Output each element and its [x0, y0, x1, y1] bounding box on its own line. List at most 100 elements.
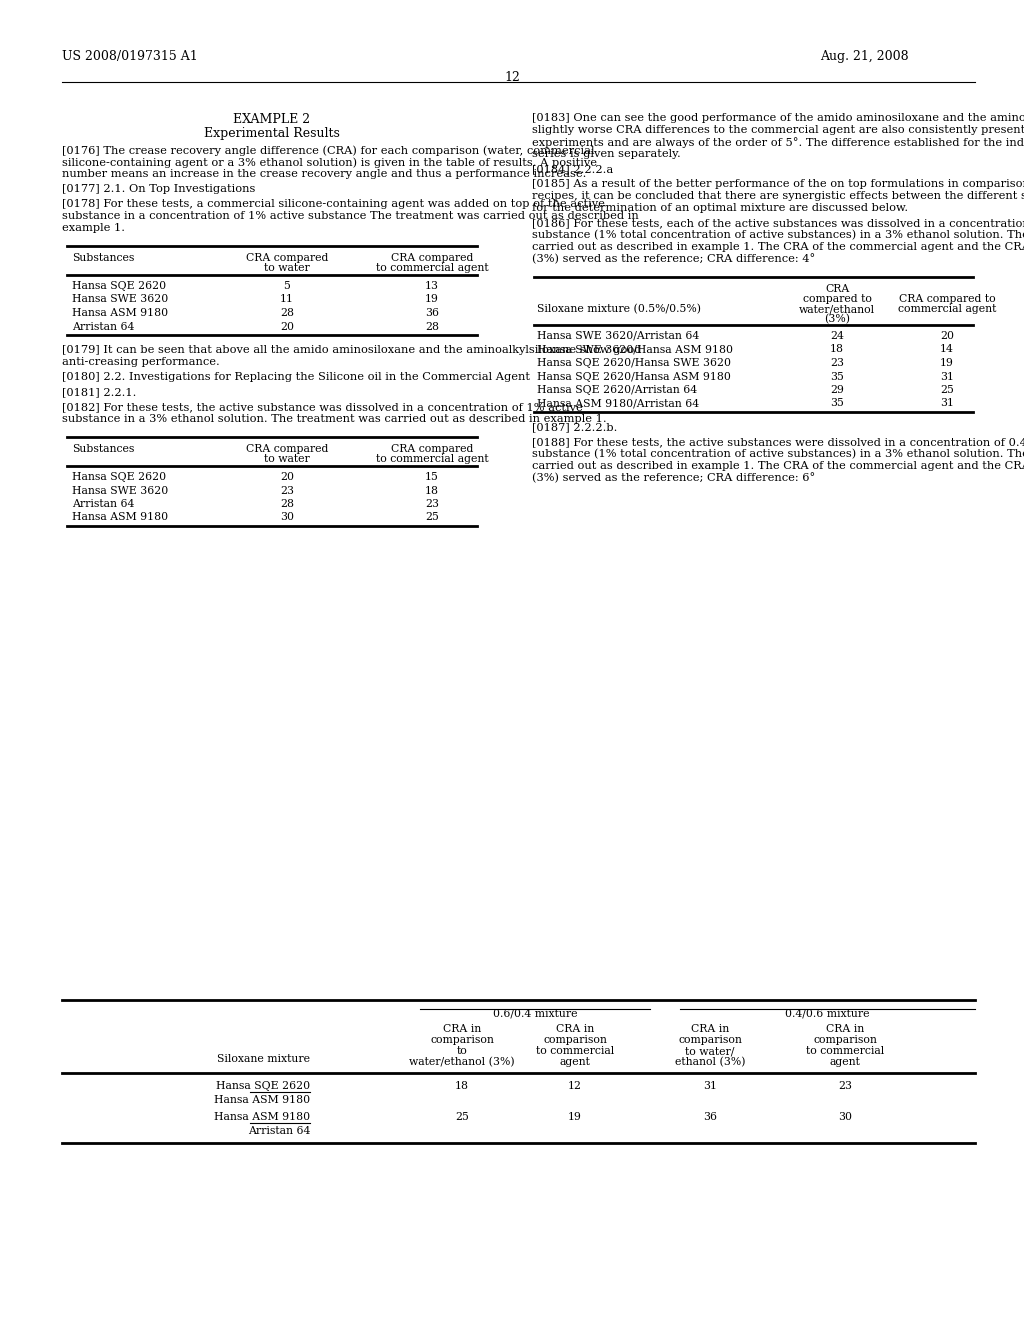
Text: 28: 28 [425, 322, 439, 331]
Text: CRA compared to: CRA compared to [899, 294, 995, 304]
Text: [0184] 2.2.2.a: [0184] 2.2.2.a [532, 164, 613, 174]
Text: 23: 23 [830, 358, 844, 368]
Text: [0188] For these tests, the active substances were dissolved in a concentration : [0188] For these tests, the active subst… [532, 437, 1024, 447]
Text: experiments and are always of the order of 5°. The difference established for th: experiments and are always of the order … [532, 137, 1024, 148]
Text: CRA in: CRA in [826, 1024, 864, 1034]
Text: example 1.: example 1. [62, 223, 125, 234]
Text: 18: 18 [830, 345, 844, 355]
Text: US 2008/0197315 A1: US 2008/0197315 A1 [62, 50, 198, 63]
Text: 30: 30 [838, 1111, 852, 1122]
Text: 11: 11 [280, 294, 294, 305]
Text: compared to: compared to [803, 294, 871, 304]
Text: 31: 31 [940, 399, 954, 408]
Text: 31: 31 [703, 1081, 717, 1092]
Text: (3%) served as the reference; CRA difference: 6°: (3%) served as the reference; CRA differ… [532, 473, 815, 483]
Text: 29: 29 [830, 385, 844, 395]
Text: to water: to water [264, 263, 310, 273]
Text: 20: 20 [280, 473, 294, 482]
Text: agent: agent [829, 1057, 860, 1067]
Text: 31: 31 [940, 371, 954, 381]
Text: [0176] The crease recovery angle difference (CRA) for each comparison (water, co: [0176] The crease recovery angle differe… [62, 145, 595, 156]
Text: substance (1% total concentration of active substances) in a 3% ethanol solution: substance (1% total concentration of act… [532, 230, 1024, 240]
Text: Hansa SQE 2620: Hansa SQE 2620 [72, 473, 166, 482]
Text: 25: 25 [455, 1111, 469, 1122]
Text: [0182] For these tests, the active substance was dissolved in a concentration of: [0182] For these tests, the active subst… [62, 403, 583, 412]
Text: Hansa ASM 9180: Hansa ASM 9180 [72, 512, 168, 523]
Text: Hansa SQE 2620/Hansa SWE 3620: Hansa SQE 2620/Hansa SWE 3620 [537, 358, 731, 368]
Text: 23: 23 [280, 486, 294, 495]
Text: 18: 18 [425, 486, 439, 495]
Text: EXAMPLE 2: EXAMPLE 2 [233, 114, 310, 125]
Text: 12: 12 [568, 1081, 582, 1092]
Text: Aug. 21, 2008: Aug. 21, 2008 [820, 50, 908, 63]
Text: Substances: Substances [72, 253, 134, 263]
Text: Arristan 64: Arristan 64 [248, 1126, 310, 1137]
Text: 0.4/0.6 mixture: 0.4/0.6 mixture [785, 1008, 869, 1018]
Text: (3%) served as the reference; CRA difference: 4°: (3%) served as the reference; CRA differ… [532, 253, 815, 264]
Text: comparison: comparison [543, 1035, 607, 1045]
Text: agent: agent [559, 1057, 591, 1067]
Text: comparison: comparison [430, 1035, 494, 1045]
Text: Hansa SWE 3620: Hansa SWE 3620 [72, 294, 168, 305]
Text: 24: 24 [830, 331, 844, 341]
Text: carried out as described in example 1. The CRA of the commercial agent and the C: carried out as described in example 1. T… [532, 242, 1024, 252]
Text: for the determination of an optimal mixture are discussed below.: for the determination of an optimal mixt… [532, 203, 908, 213]
Text: [0180] 2.2. Investigations for Replacing the Silicone oil in the Commercial Agen: [0180] 2.2. Investigations for Replacing… [62, 372, 530, 381]
Text: Hansa SQE 2620/Hansa ASM 9180: Hansa SQE 2620/Hansa ASM 9180 [537, 371, 731, 381]
Text: [0186] For these tests, each of the active substances was dissolved in a concent: [0186] For these tests, each of the acti… [532, 218, 1024, 228]
Text: 18: 18 [455, 1081, 469, 1092]
Text: to: to [457, 1045, 467, 1056]
Text: 23: 23 [838, 1081, 852, 1092]
Text: substance (1% total concentration of active substances) in a 3% ethanol solution: substance (1% total concentration of act… [532, 449, 1024, 459]
Text: 25: 25 [425, 512, 439, 523]
Text: 5: 5 [284, 281, 291, 290]
Text: 30: 30 [280, 512, 294, 523]
Text: water/ethanol: water/ethanol [799, 304, 876, 314]
Text: Hansa SWE 3620/Arristan 64: Hansa SWE 3620/Arristan 64 [537, 331, 699, 341]
Text: [0183] One can see the good performance of the amido aminosiloxane and the amino: [0183] One can see the good performance … [532, 114, 1024, 123]
Text: Hansa SWE 3620: Hansa SWE 3620 [72, 486, 168, 495]
Text: substance in a concentration of 1% active substance The treatment was carried ou: substance in a concentration of 1% activ… [62, 211, 639, 220]
Text: slightly worse CRA differences to the commercial agent are also consistently pre: slightly worse CRA differences to the co… [532, 125, 1024, 135]
Text: to commercial: to commercial [536, 1045, 614, 1056]
Text: 36: 36 [425, 308, 439, 318]
Text: Arristan 64: Arristan 64 [72, 322, 134, 331]
Text: substance in a 3% ethanol solution. The treatment was carried out as described i: substance in a 3% ethanol solution. The … [62, 414, 606, 424]
Text: [0187] 2.2.2.b.: [0187] 2.2.2.b. [532, 422, 617, 432]
Text: CRA: CRA [825, 284, 849, 294]
Text: commercial agent: commercial agent [898, 304, 996, 314]
Text: CRA compared: CRA compared [246, 444, 328, 454]
Text: CRA compared: CRA compared [391, 253, 473, 263]
Text: [0185] As a result of the better performance of the on top formulations in compa: [0185] As a result of the better perform… [532, 180, 1024, 189]
Text: (3%): (3%) [824, 314, 850, 325]
Text: 20: 20 [280, 322, 294, 331]
Text: 25: 25 [940, 385, 954, 395]
Text: silicone-containing agent or a 3% ethanol solution) is given in the table of res: silicone-containing agent or a 3% ethano… [62, 157, 597, 168]
Text: CRA compared: CRA compared [391, 444, 473, 454]
Text: carried out as described in example 1. The CRA of the commercial agent and the C: carried out as described in example 1. T… [532, 461, 1024, 471]
Text: 19: 19 [940, 358, 954, 368]
Text: Arristan 64: Arristan 64 [72, 499, 134, 510]
Text: Hansa SQE 2620: Hansa SQE 2620 [216, 1081, 310, 1092]
Text: Experimental Results: Experimental Results [204, 127, 340, 140]
Text: 0.6/0.4 mixture: 0.6/0.4 mixture [493, 1008, 578, 1018]
Text: comparison: comparison [813, 1035, 877, 1045]
Text: 14: 14 [940, 345, 954, 355]
Text: 28: 28 [280, 308, 294, 318]
Text: Siloxane mixture (0.5%/0.5%): Siloxane mixture (0.5%/0.5%) [537, 304, 701, 314]
Text: [0181] 2.2.1.: [0181] 2.2.1. [62, 387, 136, 397]
Text: number means an increase in the crease recovery angle and thus a performance inc: number means an increase in the crease r… [62, 169, 587, 180]
Text: [0177] 2.1. On Top Investigations: [0177] 2.1. On Top Investigations [62, 183, 255, 194]
Text: 35: 35 [830, 399, 844, 408]
Text: to commercial agent: to commercial agent [376, 263, 488, 273]
Text: recipes, it can be concluded that there are synergistic effects between the diff: recipes, it can be concluded that there … [532, 191, 1024, 201]
Text: Hansa ASM 9180: Hansa ASM 9180 [214, 1096, 310, 1105]
Text: CRA compared: CRA compared [246, 253, 328, 263]
Text: 13: 13 [425, 281, 439, 290]
Text: to commercial agent: to commercial agent [376, 454, 488, 465]
Text: Substances: Substances [72, 444, 134, 454]
Text: Hansa SQE 2620/Arristan 64: Hansa SQE 2620/Arristan 64 [537, 385, 697, 395]
Text: 19: 19 [425, 294, 439, 305]
Text: to water: to water [264, 454, 310, 465]
Text: 28: 28 [280, 499, 294, 510]
